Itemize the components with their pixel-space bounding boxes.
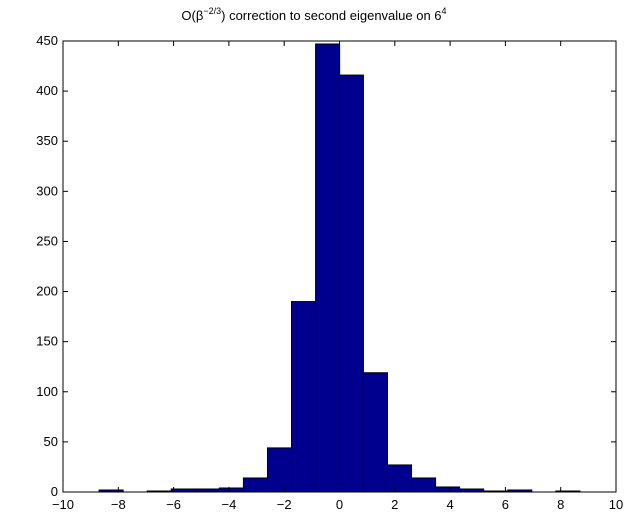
histogram-bar <box>411 477 437 493</box>
y-tick-label: 450 <box>36 33 58 48</box>
y-tick-label: 0 <box>51 484 58 499</box>
y-tick-label: 400 <box>36 83 58 98</box>
x-tick-label: −6 <box>166 497 181 512</box>
x-tick-label: −4 <box>221 497 236 512</box>
x-tick-label: −8 <box>111 497 126 512</box>
y-tick-label: 300 <box>36 183 58 198</box>
x-tick-label: 6 <box>502 497 509 512</box>
histogram-bar <box>218 487 244 493</box>
y-tick-label: 200 <box>36 284 58 299</box>
x-tick-label: 10 <box>609 497 623 512</box>
x-tick-label: 4 <box>446 497 453 512</box>
histogram-bar <box>435 486 461 493</box>
y-tick-label: 100 <box>36 384 58 399</box>
y-tick-label: 250 <box>36 233 58 248</box>
x-tick-label: 8 <box>557 497 564 512</box>
x-tick-label: −10 <box>52 497 74 512</box>
histogram-bar <box>386 464 413 493</box>
histogram-bar <box>315 43 341 493</box>
title-middle: ) correction to second eigenvalue on 6 <box>221 8 441 23</box>
title-exponent: −2/3 <box>203 6 221 16</box>
histogram-bar <box>338 74 364 493</box>
histogram-bar <box>242 477 268 493</box>
chart-title: O(β−2/3) correction to second eigenvalue… <box>181 6 446 23</box>
y-tick-label: 150 <box>36 334 58 349</box>
x-tick-label: 2 <box>391 497 398 512</box>
x-tick-label: 0 <box>336 497 343 512</box>
title-prefix: O(β <box>181 8 203 23</box>
x-tick-label: −2 <box>277 497 292 512</box>
y-tick-label: 50 <box>44 434 58 449</box>
ticks-layer: −10 −8 −6 −4 −2 0 2 4 6 8 100501001502002503003504… <box>36 33 623 512</box>
histogram-bar <box>266 447 293 493</box>
histogram-bar <box>291 301 317 493</box>
histogram-bar <box>362 372 388 493</box>
bars-layer <box>98 43 581 493</box>
y-tick-label: 350 <box>36 133 58 148</box>
title-exponent-2: 4 <box>442 6 447 16</box>
